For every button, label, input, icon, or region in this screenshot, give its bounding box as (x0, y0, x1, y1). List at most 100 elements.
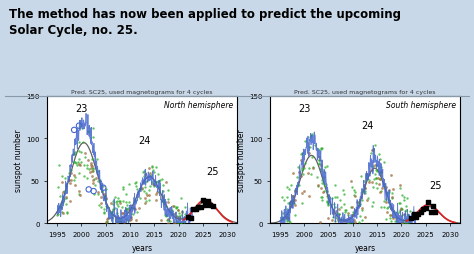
Point (59, 200, 67, 204)
Point (289, 194, 297, 198)
Point (314, 185, 322, 189)
Point (377, 171, 384, 175)
Point (402, 208, 410, 212)
Point (155, 186, 163, 190)
Point (141, 172, 148, 177)
Text: North hemisphere: North hemisphere (164, 100, 233, 109)
Point (391, 219, 399, 223)
Point (114, 219, 122, 224)
Point (87, 167, 94, 171)
Point (83, 167, 91, 171)
Point (173, 219, 180, 223)
Point (308, 173, 315, 177)
Point (340, 202, 347, 207)
Point (321, 165, 329, 169)
Point (415, 212, 422, 216)
Point (398, 221, 405, 225)
Point (149, 168, 156, 172)
Point (136, 188, 144, 192)
Point (318, 195, 326, 199)
Point (79, 140, 87, 145)
Point (286, 201, 293, 205)
Point (378, 186, 385, 190)
Point (55, 212, 62, 216)
Point (114, 202, 121, 206)
Point (385, 188, 393, 192)
Point (355, 203, 363, 207)
Point (59, 190, 67, 194)
Point (301, 140, 309, 144)
Point (385, 190, 393, 194)
Point (348, 205, 356, 209)
Point (387, 206, 394, 210)
Point (56, 205, 64, 209)
Point (176, 216, 184, 220)
Point (305, 166, 312, 170)
Point (284, 216, 292, 220)
Point (399, 193, 406, 197)
Point (113, 199, 120, 203)
Point (82, 155, 89, 160)
Point (410, 212, 418, 216)
Point (334, 218, 342, 223)
Point (401, 212, 409, 216)
Point (283, 217, 291, 221)
Point (372, 177, 380, 181)
Point (402, 204, 410, 208)
Point (398, 220, 406, 225)
Point (344, 221, 352, 225)
Point (427, 210, 434, 214)
Point (291, 213, 298, 217)
Point (159, 194, 167, 198)
Point (365, 179, 373, 183)
Point (199, 198, 207, 202)
Point (87, 162, 95, 166)
Point (89, 167, 97, 171)
Point (140, 169, 147, 173)
Point (422, 207, 429, 211)
Point (141, 189, 148, 193)
Point (90, 135, 97, 139)
Point (316, 158, 323, 162)
Point (371, 163, 379, 167)
Point (285, 219, 293, 223)
Point (372, 176, 380, 180)
Point (317, 186, 324, 190)
Point (361, 186, 369, 190)
Point (187, 216, 195, 220)
Point (382, 217, 390, 221)
Point (168, 208, 176, 212)
Point (376, 177, 383, 181)
Point (145, 167, 152, 171)
Point (389, 217, 396, 221)
Point (283, 215, 291, 219)
Point (284, 212, 292, 216)
Point (77, 161, 84, 165)
Point (336, 218, 343, 222)
Point (376, 178, 384, 182)
Point (132, 180, 140, 184)
Title: Pred. SC25, used magnetograms for 4 cycles: Pred. SC25, used magnetograms for 4 cycl… (72, 90, 213, 95)
Point (67, 178, 74, 182)
Point (287, 199, 295, 203)
Point (151, 184, 158, 188)
Point (94, 190, 102, 194)
Point (397, 206, 405, 210)
Point (320, 182, 328, 186)
Point (417, 211, 425, 215)
Point (62, 183, 70, 187)
Point (287, 183, 295, 187)
Point (82, 151, 89, 155)
Point (396, 201, 403, 205)
Point (94, 169, 101, 173)
Point (342, 208, 350, 212)
Point (109, 210, 116, 214)
Point (363, 172, 370, 177)
Point (347, 179, 355, 183)
Point (311, 143, 319, 147)
Point (55, 163, 62, 167)
Point (396, 183, 403, 187)
Point (108, 201, 115, 205)
Point (179, 216, 186, 220)
Point (118, 205, 125, 209)
